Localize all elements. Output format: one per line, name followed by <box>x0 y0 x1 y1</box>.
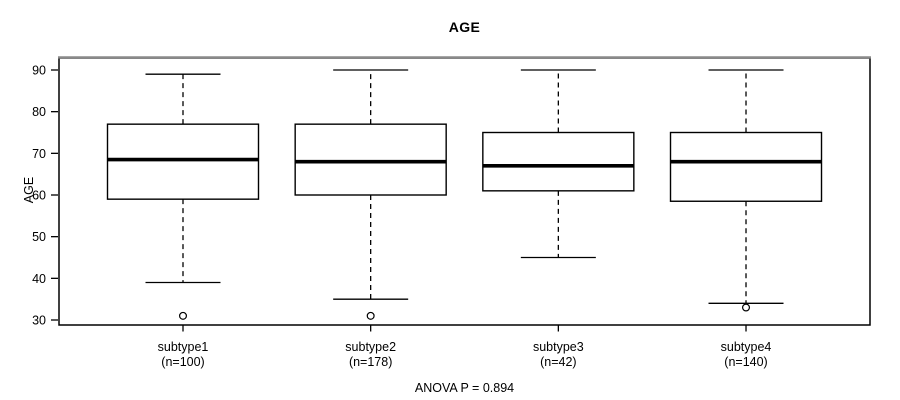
x-group-label: subtype3 <box>533 340 584 354</box>
x-group-n-label: (n=42) <box>540 355 576 369</box>
iqr-box <box>294 123 447 196</box>
y-tick-label: 60 <box>32 189 46 203</box>
x-group-n-label: (n=140) <box>724 355 767 369</box>
anova-footnote: ANOVA P = 0.894 <box>414 381 515 395</box>
iqr-box <box>482 131 635 192</box>
y-tick-label: 50 <box>32 230 46 244</box>
x-group-n-label: (n=100) <box>161 355 204 369</box>
outlier-point <box>742 303 751 312</box>
y-tick-label: 30 <box>32 314 46 328</box>
chart-title: AGE <box>448 19 481 35</box>
x-group-label: subtype1 <box>158 340 209 354</box>
y-tick-label: 90 <box>32 64 46 78</box>
iqr-box <box>669 131 823 202</box>
x-group-label: subtype4 <box>721 340 772 354</box>
iqr-box <box>106 123 260 200</box>
x-group-label: subtype2 <box>345 340 396 354</box>
outlier-point <box>366 311 375 320</box>
y-tick-label: 40 <box>32 272 46 286</box>
y-tick-label: 80 <box>32 105 46 119</box>
x-group-n-label: (n=178) <box>349 355 392 369</box>
outlier-point <box>179 311 188 320</box>
y-tick-label: 70 <box>32 147 46 161</box>
